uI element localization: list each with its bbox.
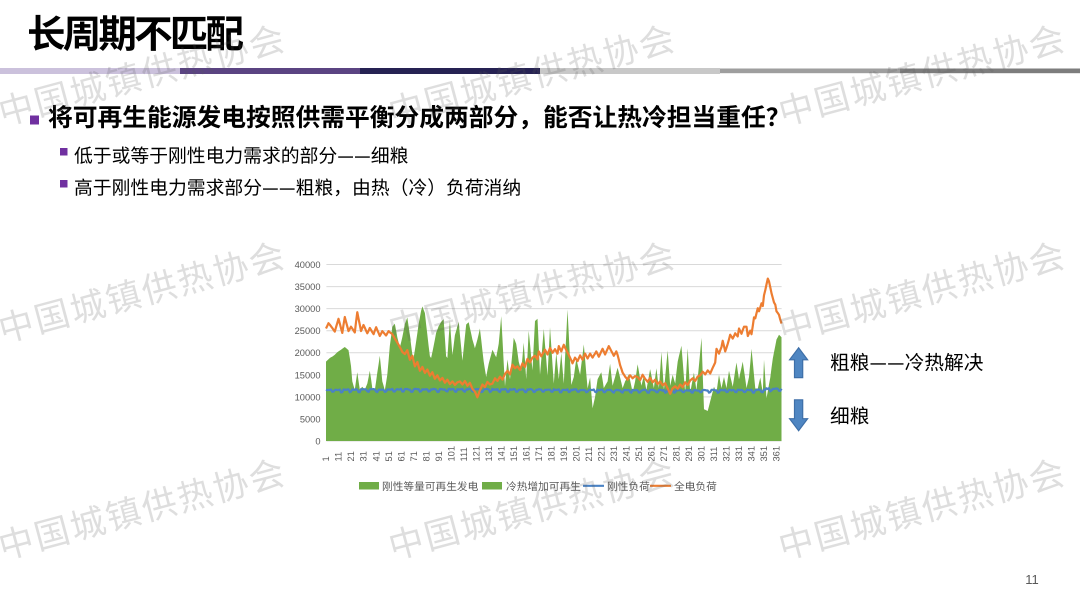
svg-text:161: 161 [521, 446, 531, 462]
svg-text:11: 11 [1025, 572, 1039, 587]
svg-text:21: 21 [346, 451, 356, 461]
svg-text:351: 351 [759, 446, 769, 462]
svg-text:331: 331 [734, 446, 744, 462]
svg-text:261: 261 [647, 446, 657, 462]
svg-text:25000: 25000 [295, 326, 321, 336]
svg-text:30000: 30000 [295, 304, 321, 314]
svg-text:221: 221 [597, 446, 607, 462]
svg-text:20000: 20000 [295, 348, 321, 358]
svg-text:10000: 10000 [295, 392, 321, 402]
svg-text:341: 341 [747, 446, 757, 462]
svg-text:291: 291 [684, 446, 694, 462]
svg-text:51: 51 [384, 451, 394, 461]
svg-text:35000: 35000 [295, 282, 321, 292]
svg-text:5000: 5000 [300, 414, 321, 424]
svg-text:101: 101 [446, 446, 456, 462]
svg-text:281: 281 [672, 446, 682, 462]
svg-text:211: 211 [584, 447, 594, 462]
svg-text:151: 151 [509, 446, 519, 462]
svg-text:40000: 40000 [295, 260, 321, 270]
svg-text:11: 11 [334, 452, 344, 462]
svg-text:271: 271 [659, 446, 669, 462]
svg-text:71: 71 [409, 451, 419, 461]
svg-text:111: 111 [459, 447, 469, 461]
svg-text:131: 131 [484, 446, 494, 462]
svg-text:191: 191 [559, 446, 569, 462]
svg-text:311: 311 [709, 447, 719, 462]
svg-text:301: 301 [697, 446, 707, 462]
svg-text:31: 31 [359, 451, 369, 461]
svg-text:121: 121 [471, 446, 481, 462]
svg-text:241: 241 [622, 446, 632, 462]
svg-text:81: 81 [421, 451, 431, 461]
svg-text:181: 181 [547, 446, 557, 462]
svg-text:201: 201 [572, 446, 582, 462]
svg-text:1: 1 [321, 456, 331, 461]
svg-text:141: 141 [496, 446, 506, 462]
svg-text:61: 61 [396, 451, 406, 461]
svg-text:251: 251 [634, 446, 644, 462]
svg-text:361: 361 [772, 446, 782, 462]
svg-text:0: 0 [315, 437, 320, 447]
svg-text:91: 91 [434, 451, 444, 461]
svg-text:41: 41 [371, 451, 381, 461]
svg-text:321: 321 [722, 446, 732, 462]
svg-text:15000: 15000 [295, 370, 321, 380]
svg-text:231: 231 [609, 446, 619, 462]
svg-text:171: 171 [534, 446, 544, 462]
